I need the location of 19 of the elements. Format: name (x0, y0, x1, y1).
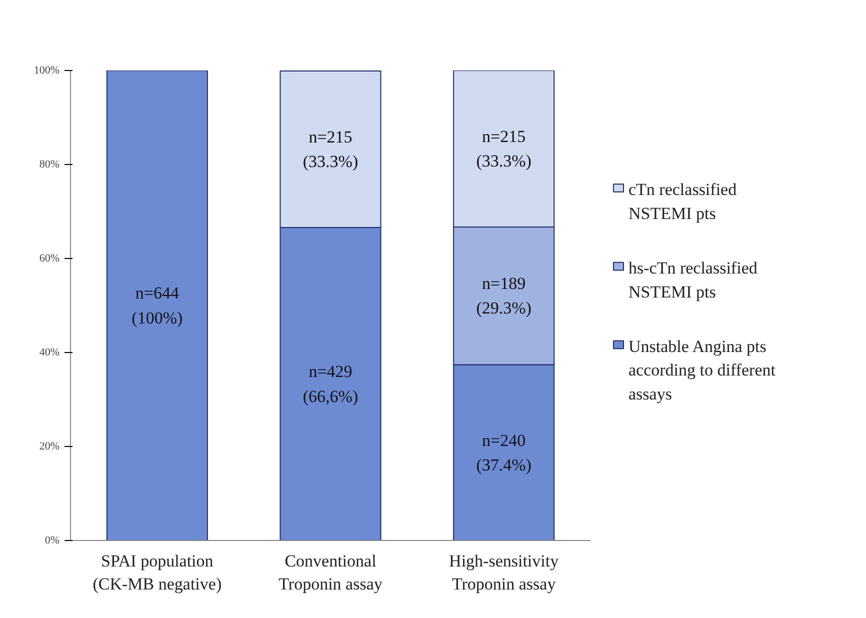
bar (106, 70, 208, 540)
data-label: n=240 (37.4%) (476, 430, 532, 474)
data-label: n=644 (100%) (132, 284, 183, 328)
legend-label: Unstable Angina pts according to different assays (628, 336, 776, 404)
x-tick-label: SPAI population (CK-MB negative) (92, 552, 222, 594)
x-tick-label: Conventional Troponin assay (278, 552, 383, 594)
y-tick-label: 100% (34, 64, 60, 76)
y-tick-label: 20% (39, 440, 60, 452)
legend-label: cTn reclassified NSTEMI pts (628, 180, 738, 223)
y-tick-label: 40% (39, 346, 60, 358)
y-tick-label: 80% (39, 158, 60, 170)
data-label: n=215 (33.3%) (302, 127, 358, 172)
data-label: n=215 (33.3%) (476, 126, 532, 171)
legend-label: hs-cTn reclassified NSTEMI pts (628, 258, 758, 302)
y-tick-label: 0% (44, 534, 60, 546)
x-tick-label: High-sensitivity Troponin assay (449, 552, 560, 594)
data-label: n=189 (29.3%) (476, 274, 532, 318)
y-tick-label: 60% (39, 252, 60, 264)
data-label: n=429 (66,6%) (302, 362, 358, 406)
